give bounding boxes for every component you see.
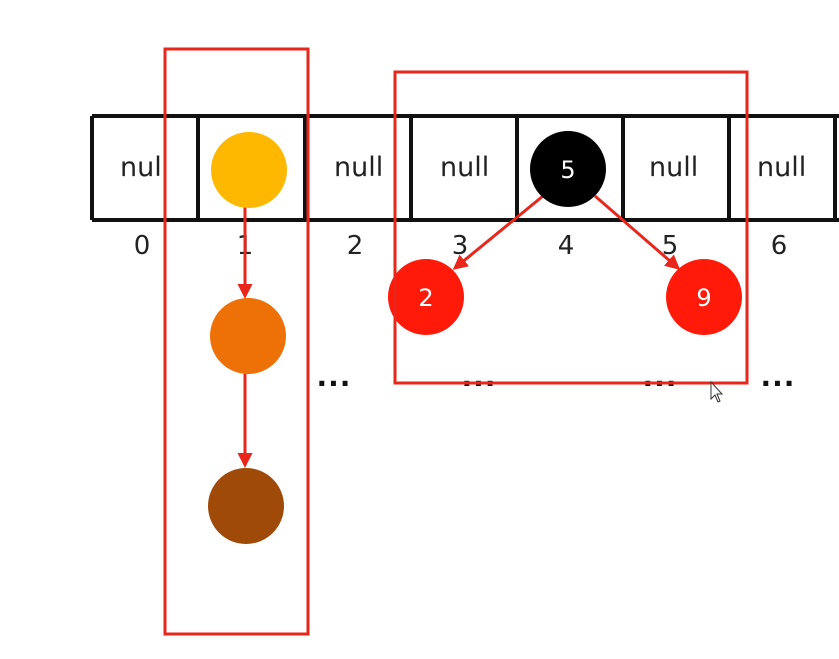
bucket-0-value: nul [120,152,162,183]
mouse-cursor-icon [710,380,724,403]
ellipsis-5: ... [643,360,678,393]
bucket-2-value: null [334,152,383,183]
bucket-3-index: 3 [452,231,469,261]
list-highlight-box [163,47,310,636]
tree-right-node [666,259,742,335]
tree-edge-right [594,194,681,270]
bucket-2-index: 2 [347,231,364,261]
list-node-tail [208,468,284,544]
linked-list-chain [208,132,287,544]
tree-right-label: 9 [696,284,711,312]
tree-root-node [530,131,606,207]
bucket-3-value: null [440,152,489,183]
bucket-5-value: null [649,152,698,183]
bucket-6-value: null [757,152,806,183]
tree-edge-left [452,194,544,270]
tree-left-label: 2 [418,284,433,312]
list-node-head [211,132,287,208]
ellipsis-2: ... [317,360,352,393]
bucket-0-index: 0 [134,231,151,261]
tree-root-label: 5 [560,156,575,184]
bucket-6-index: 6 [771,231,788,261]
red-black-tree: 5 2 9 [388,131,742,335]
bucket-array: nul null null null null 0 1 2 3 4 5 6 [90,114,839,261]
list-node-middle [210,298,286,374]
bucket-5-index: 5 [662,231,679,261]
ellipsis-6: ... [761,360,796,393]
ellipsis-3: ... [462,360,497,393]
tree-highlight-box [393,70,749,385]
bucket-4-index: 4 [558,231,575,261]
tree-left-node [388,259,464,335]
